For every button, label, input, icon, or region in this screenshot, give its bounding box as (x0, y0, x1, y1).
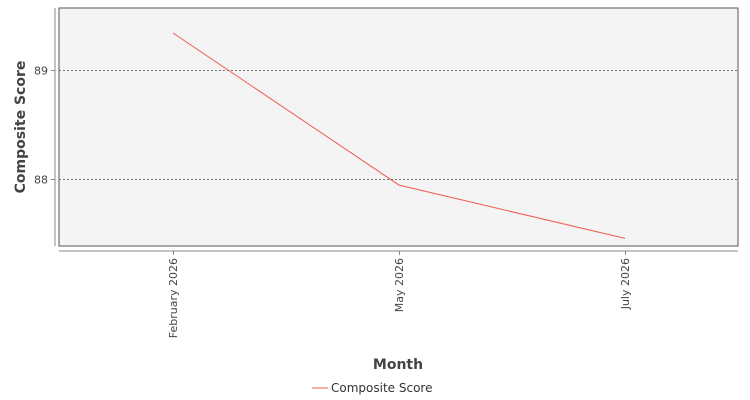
y-tick-label: 89 (34, 65, 48, 78)
gridlines (59, 70, 738, 180)
x-axis-title: Month (373, 357, 423, 373)
series-line (172, 32, 626, 239)
legend-label: Composite Score (331, 381, 432, 395)
series (172, 32, 626, 239)
y-tick-labels: 88 89 (34, 65, 48, 187)
x-tick-label: February 2026 (167, 258, 180, 338)
y-tick-label: 88 (34, 174, 48, 187)
y-axis-title: Composite Score (13, 61, 29, 194)
x-tick-label: July 2026 (619, 258, 632, 310)
axes (51, 8, 738, 255)
x-tick-label: May 2026 (393, 258, 406, 312)
legend: Composite Score (312, 381, 432, 395)
x-tick-labels: February 2026 May 2026 July 2026 (167, 258, 632, 338)
plot-area (58, 7, 739, 247)
